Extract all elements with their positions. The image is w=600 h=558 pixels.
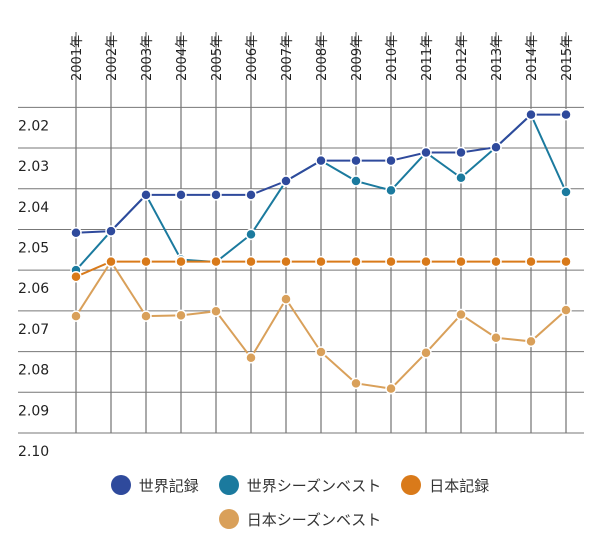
legend-dot-world-record	[110, 475, 131, 495]
x-tick-label: 2013年	[490, 35, 505, 81]
data-point[interactable]	[455, 146, 467, 159]
data-point[interactable]	[385, 184, 397, 197]
data-point[interactable]	[455, 308, 467, 321]
y-tick-label: 2.07	[18, 322, 49, 338]
y-axis-labels: 2.02 2.03 2.04 2.05 2.06 2.07 2.08 2.09 2.10	[18, 118, 49, 460]
legend-dot-japan-season-best	[218, 509, 239, 529]
data-point[interactable]	[385, 382, 397, 395]
x-tick-label: 2001年	[70, 35, 85, 81]
data-point[interactable]	[350, 255, 362, 268]
series-group	[70, 108, 572, 395]
data-point[interactable]	[490, 255, 502, 268]
x-tick-label: 2007年	[280, 35, 295, 81]
data-point[interactable]	[175, 189, 187, 201]
data-point[interactable]	[315, 346, 327, 358]
y-tick-label: 2.02	[18, 118, 49, 134]
data-point[interactable]	[455, 255, 467, 268]
x-tick-label: 2010年	[385, 35, 400, 81]
legend-item-japan-record[interactable]: 日本記録	[401, 475, 489, 496]
data-point[interactable]	[525, 108, 537, 121]
x-tick-label: 2006年	[245, 35, 260, 81]
data-point[interactable]	[280, 293, 292, 305]
legend-label-world-record: 世界記録	[138, 476, 199, 495]
y-tick-label: 2.09	[18, 403, 49, 419]
y-tick-label: 2.05	[18, 240, 49, 256]
data-point[interactable]	[385, 255, 397, 268]
data-point[interactable]	[70, 270, 82, 283]
data-point[interactable]	[175, 255, 187, 268]
x-tick-label: 2009年	[350, 35, 365, 81]
x-tick-label: 2015年	[560, 35, 575, 81]
y-tick-label: 2.10	[18, 444, 49, 460]
x-tick-label: 2012年	[455, 35, 470, 81]
data-point[interactable]	[105, 225, 117, 237]
legend-label-japan-record: 日本記録	[429, 476, 490, 495]
legend-dot-world-season-best	[218, 475, 239, 495]
x-tick-label: 2004年	[175, 35, 190, 81]
data-point[interactable]	[560, 255, 572, 268]
data-point[interactable]	[350, 175, 362, 187]
y-tick-label: 2.06	[18, 281, 49, 297]
legend: 世界記録 世界シーズンベスト 日本記録 日本シーズンベスト	[0, 468, 600, 536]
line-chart: 2001年 2002年 2003年 2004年 2005年 2006年 2007年 2008年…	[18, 32, 584, 460]
grid	[18, 32, 584, 434]
x-tick-label: 2008年	[315, 35, 330, 81]
legend-label-japan-season-best: 日本シーズンベスト	[246, 510, 382, 529]
data-point[interactable]	[560, 108, 572, 121]
y-tick-label: 2.04	[18, 200, 49, 216]
data-point[interactable]	[280, 255, 292, 268]
data-point[interactable]	[350, 377, 362, 390]
data-point[interactable]	[175, 309, 187, 322]
data-point[interactable]	[385, 154, 397, 167]
data-point[interactable]	[280, 175, 292, 187]
x-tick-label: 2011年	[420, 35, 435, 81]
data-point[interactable]	[210, 305, 222, 318]
data-point[interactable]	[245, 255, 257, 268]
data-point[interactable]	[490, 141, 502, 153]
data-point[interactable]	[140, 189, 152, 201]
x-tick-label: 2002年	[105, 35, 120, 81]
legend-item-japan-season-best[interactable]: 日本シーズンベスト	[218, 509, 382, 530]
data-point[interactable]	[560, 304, 572, 316]
series-3	[70, 255, 572, 395]
data-point[interactable]	[315, 154, 327, 167]
data-point[interactable]	[455, 172, 467, 184]
x-tick-label: 2003年	[140, 35, 155, 81]
series-2	[70, 255, 572, 283]
legend-item-world-record[interactable]: 世界記録	[110, 475, 199, 496]
legend-row-2: 日本シーズンベスト	[0, 502, 600, 536]
data-point[interactable]	[245, 189, 257, 201]
x-tick-label: 2014年	[525, 35, 540, 81]
data-point[interactable]	[315, 255, 327, 268]
legend-label-world-season-best: 世界シーズンベスト	[246, 476, 382, 495]
data-point[interactable]	[420, 347, 432, 359]
data-point[interactable]	[420, 146, 432, 159]
data-point[interactable]	[70, 226, 82, 239]
data-point[interactable]	[560, 186, 572, 198]
data-point[interactable]	[245, 228, 257, 241]
data-point[interactable]	[105, 255, 117, 268]
data-point[interactable]	[140, 255, 152, 268]
y-tick-label: 2.08	[18, 363, 49, 379]
data-point[interactable]	[420, 255, 432, 268]
y-tick-label: 2.03	[18, 159, 49, 175]
data-point[interactable]	[525, 335, 537, 348]
data-point[interactable]	[140, 310, 152, 322]
data-point[interactable]	[210, 255, 222, 268]
x-axis-labels: 2001年 2002年 2003年 2004年 2005年 2006年 2007年 2008年…	[70, 35, 575, 81]
legend-dot-japan-record	[401, 475, 422, 495]
data-point[interactable]	[245, 351, 257, 364]
x-tick-label: 2005年	[210, 35, 225, 81]
data-point[interactable]	[350, 154, 362, 167]
data-point[interactable]	[490, 331, 502, 344]
legend-item-world-season-best[interactable]: 世界シーズンベスト	[218, 475, 382, 496]
data-point[interactable]	[70, 310, 82, 322]
series-0	[70, 108, 572, 239]
legend-row-1: 世界記録 世界シーズンベスト 日本記録	[0, 468, 600, 502]
data-point[interactable]	[210, 189, 222, 201]
data-point[interactable]	[525, 255, 537, 268]
